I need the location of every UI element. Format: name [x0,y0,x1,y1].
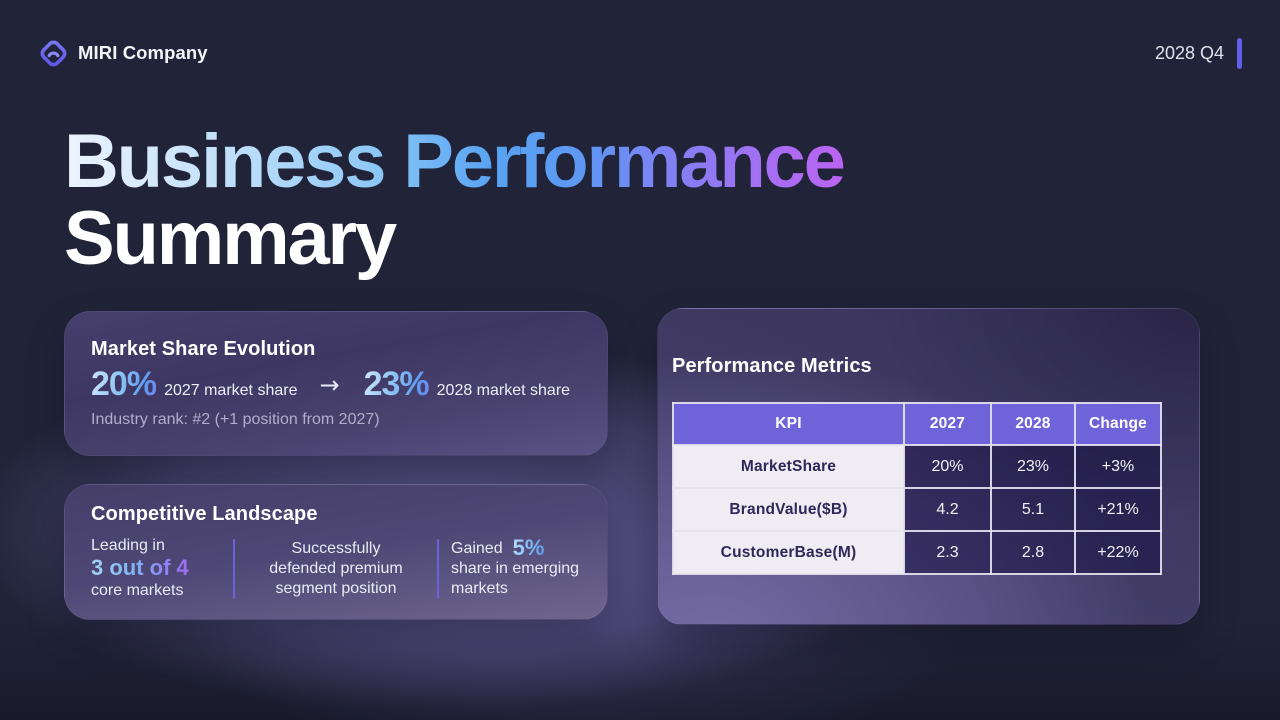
value-cell: 2.8 [990,530,1076,575]
market-share-2028-label: 2028 market share [436,382,571,399]
value-cell: 20% [903,444,992,489]
value-cell: 2.3 [903,530,992,575]
market-share-2027-label: 2027 market share [164,382,298,399]
market-share-2027-value: 20% [91,365,157,403]
competitive-landscape-card: Competitive Landscape Leading in 3 out o… [64,484,608,620]
table-header-row: KPI 2027 2028 Change [672,402,1162,446]
arrow-right-icon: → [319,370,340,399]
performance-metrics-card: Performance Metrics KPI 2027 2028 Change… [657,308,1200,625]
metrics-table: KPI 2027 2028 Change MarketShare 20% 23%… [672,402,1162,575]
kpi-cell: MarketShare [672,444,905,489]
metrics-title: Performance Metrics [672,355,872,377]
leading-highlight: 3 out of 4 [91,555,189,580]
gained-post: share in emerging markets [451,560,580,597]
vertical-divider [437,538,439,599]
period: 2028 Q4 [1154,37,1242,69]
value-cell: 23% [990,444,1076,489]
kpi-cell: BrandValue($B) [672,487,905,532]
col-header-2028: 2028 [990,402,1076,446]
table-row: BrandValue($B) 4.2 5.1 +21% [672,487,1162,532]
table-row: CustomerBase(M) 2.3 2.8 +22% [672,530,1162,575]
change-cell: +22% [1074,530,1162,575]
leading-pre: Leading in [91,537,165,554]
value-cell: 5.1 [990,487,1076,532]
table-row: MarketShare 20% 23% +3% [672,444,1162,489]
col-header-kpi: KPI [672,402,905,446]
industry-rank-note: Industry rank: #2 (+1 position from 2027… [91,411,380,428]
company-name: MIRI Company [78,42,208,63]
market-share-2028-value: 23% [363,365,430,403]
market-share-card: Market Share Evolution 20% 2027 market s… [64,311,608,456]
period-label: 2028 Q4 [1154,42,1224,63]
top-bar: MIRI Company 2028 Q4 [38,36,1242,70]
col-header-2027: 2027 [903,402,992,446]
company-logo-icon [40,40,67,66]
competitive-col-premium: Successfully defended premium segment po… [269,539,403,597]
gained-pre: Gained [451,540,503,557]
value-cell: 4.2 [903,487,992,532]
change-cell: +21% [1074,487,1162,532]
brand: MIRI Company [38,38,208,69]
page-title-line1: Business Performance [64,119,846,204]
leading-post: core markets [91,582,184,599]
vertical-divider [233,538,235,599]
market-share-title: Market Share Evolution [91,338,316,360]
competitive-columns: Leading in 3 out of 4 core markets Succe… [91,536,581,601]
gained-value: 5% [512,535,545,560]
market-share-stats: 20% 2027 market share → 23% 2028 market … [91,365,581,404]
change-cell: +3% [1074,444,1162,489]
page-title: Business Performance Summary [64,123,846,277]
kpi-cell: CustomerBase(M) [672,530,905,575]
col-header-change: Change [1074,402,1162,446]
competitive-col-leading: Leading in 3 out of 4 core markets [91,536,233,601]
competitive-col-gained: Gained 5% share in emerging markets [439,535,581,599]
page-title-line2: Summary [64,196,397,281]
competitive-title: Competitive Landscape [91,503,318,525]
period-accent-bar [1237,37,1242,69]
